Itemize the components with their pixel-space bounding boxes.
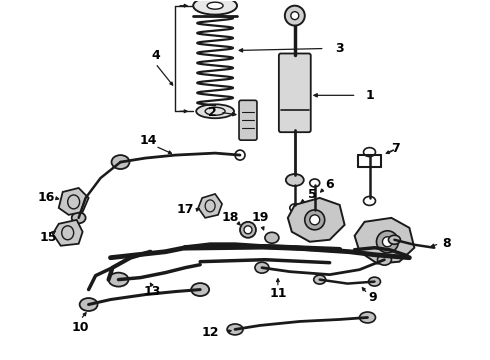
Text: 4: 4 (151, 49, 160, 62)
Text: 6: 6 (325, 179, 334, 192)
Text: 12: 12 (201, 326, 219, 339)
Ellipse shape (80, 298, 98, 311)
Polygon shape (355, 218, 415, 264)
Ellipse shape (196, 104, 234, 118)
Text: 7: 7 (391, 141, 400, 155)
Ellipse shape (383, 237, 392, 247)
Polygon shape (59, 188, 89, 215)
Ellipse shape (291, 12, 299, 20)
Ellipse shape (310, 215, 319, 225)
Ellipse shape (286, 174, 304, 186)
Ellipse shape (193, 0, 237, 15)
Ellipse shape (244, 226, 252, 234)
Ellipse shape (72, 212, 86, 223)
Ellipse shape (207, 2, 223, 9)
Ellipse shape (305, 210, 325, 230)
Text: 3: 3 (335, 42, 344, 55)
Text: 8: 8 (442, 237, 450, 250)
FancyBboxPatch shape (279, 54, 311, 132)
Text: 17: 17 (176, 203, 194, 216)
Ellipse shape (227, 324, 243, 335)
Ellipse shape (285, 6, 305, 26)
Polygon shape (288, 198, 344, 242)
Text: 10: 10 (72, 321, 89, 334)
Text: 9: 9 (368, 291, 377, 304)
Text: 15: 15 (40, 231, 57, 244)
Ellipse shape (314, 275, 326, 284)
Text: 18: 18 (221, 211, 239, 224)
Ellipse shape (108, 273, 128, 287)
Text: 5: 5 (308, 188, 317, 202)
Ellipse shape (368, 277, 380, 286)
Text: 11: 11 (269, 287, 287, 300)
Text: 2: 2 (208, 106, 217, 119)
Polygon shape (53, 220, 83, 246)
Polygon shape (198, 194, 222, 218)
FancyBboxPatch shape (239, 100, 257, 140)
Text: 13: 13 (144, 285, 161, 298)
Ellipse shape (191, 283, 209, 296)
Ellipse shape (112, 155, 129, 169)
Text: 14: 14 (140, 134, 157, 147)
Text: 19: 19 (251, 211, 269, 224)
Ellipse shape (360, 312, 375, 323)
Text: 16: 16 (37, 192, 54, 204)
Ellipse shape (240, 222, 256, 238)
Ellipse shape (377, 254, 392, 265)
Text: 1: 1 (365, 89, 374, 102)
Ellipse shape (376, 231, 398, 253)
Ellipse shape (265, 232, 279, 243)
Ellipse shape (389, 235, 400, 244)
Ellipse shape (255, 262, 269, 273)
